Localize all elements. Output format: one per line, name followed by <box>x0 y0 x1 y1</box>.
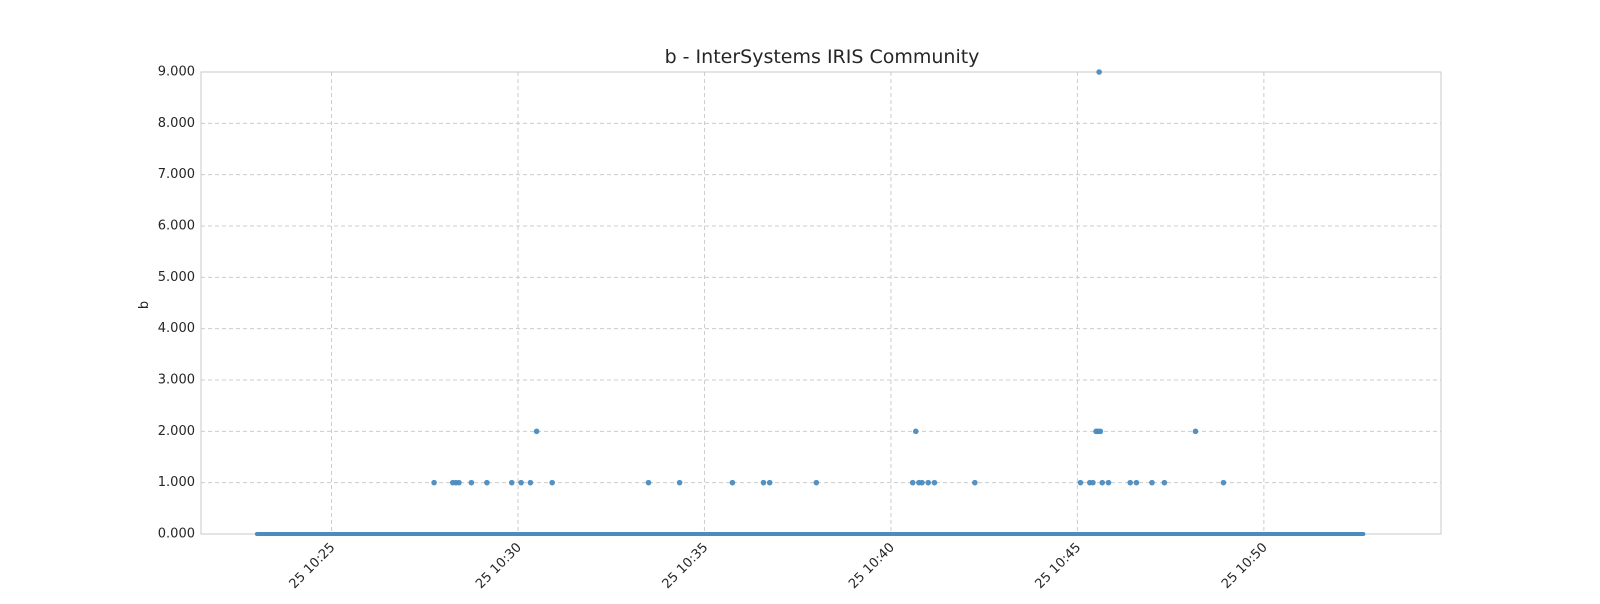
x-tick-label: 25 10:45 <box>1033 540 1085 592</box>
y-tick-label: 9.000 <box>158 65 195 80</box>
data-point <box>1161 479 1168 486</box>
data-point <box>484 479 490 486</box>
x-tick-label: 25 10:30 <box>473 540 525 592</box>
data-point <box>468 479 475 486</box>
data-point <box>518 479 524 486</box>
y-tick-label: 2.000 <box>158 424 195 439</box>
x-tick-label: 25 10:35 <box>660 540 712 592</box>
chart-title: b - InterSystems IRIS Community <box>665 46 980 68</box>
data-point <box>549 479 555 486</box>
y-tick-label: 6.000 <box>158 219 195 234</box>
data-points <box>254 69 1366 536</box>
data-point <box>431 479 437 486</box>
data-point <box>533 428 540 435</box>
data-point <box>919 479 925 486</box>
data-point <box>1220 479 1227 486</box>
data-point <box>645 479 652 486</box>
y-tick-label: 1.000 <box>158 475 195 490</box>
data-point <box>1127 479 1134 486</box>
data-point <box>676 479 683 486</box>
data-point <box>766 479 773 486</box>
data-point <box>912 428 919 435</box>
data-point <box>1133 479 1140 486</box>
data-point <box>456 479 462 486</box>
grid <box>201 72 1441 534</box>
data-point <box>729 479 736 486</box>
x-tick-label: 25 10:40 <box>846 540 898 592</box>
data-point <box>1105 479 1112 486</box>
x-axis-ticks: 25 10:25 25 10:30 25 10:35 25 10:40 25 10:45… <box>287 540 1271 592</box>
data-point <box>760 479 767 486</box>
data-point <box>1077 479 1084 486</box>
data-point <box>925 479 932 486</box>
data-point <box>813 479 820 486</box>
y-tick-label: 7.000 <box>158 167 195 182</box>
data-point <box>931 479 938 486</box>
plot-frame <box>200 71 1442 535</box>
y-axis-label: b <box>137 301 152 309</box>
x-tick-label: 25 10:25 <box>287 540 339 592</box>
data-point <box>1090 479 1096 486</box>
data-point <box>1096 69 1102 75</box>
data-point <box>508 479 515 486</box>
y-tick-label: 0.000 <box>158 527 195 542</box>
data-point <box>527 479 534 486</box>
y-tick-label: 3.000 <box>158 373 195 388</box>
y-tick-label: 5.000 <box>158 270 195 285</box>
y-axis-ticks: 0.000 1.000 2.000 3.000 4.000 5.000 6.000 7.000… <box>158 65 195 542</box>
y-tick-label: 8.000 <box>158 116 195 131</box>
data-point <box>1097 428 1104 435</box>
y-tick-label: 4.000 <box>158 321 195 336</box>
data-point <box>972 479 978 486</box>
data-point <box>909 479 916 486</box>
data-point <box>1149 479 1155 486</box>
data-point <box>1099 479 1106 486</box>
data-point <box>1192 428 1199 435</box>
x-tick-label: 25 10:50 <box>1219 540 1271 592</box>
